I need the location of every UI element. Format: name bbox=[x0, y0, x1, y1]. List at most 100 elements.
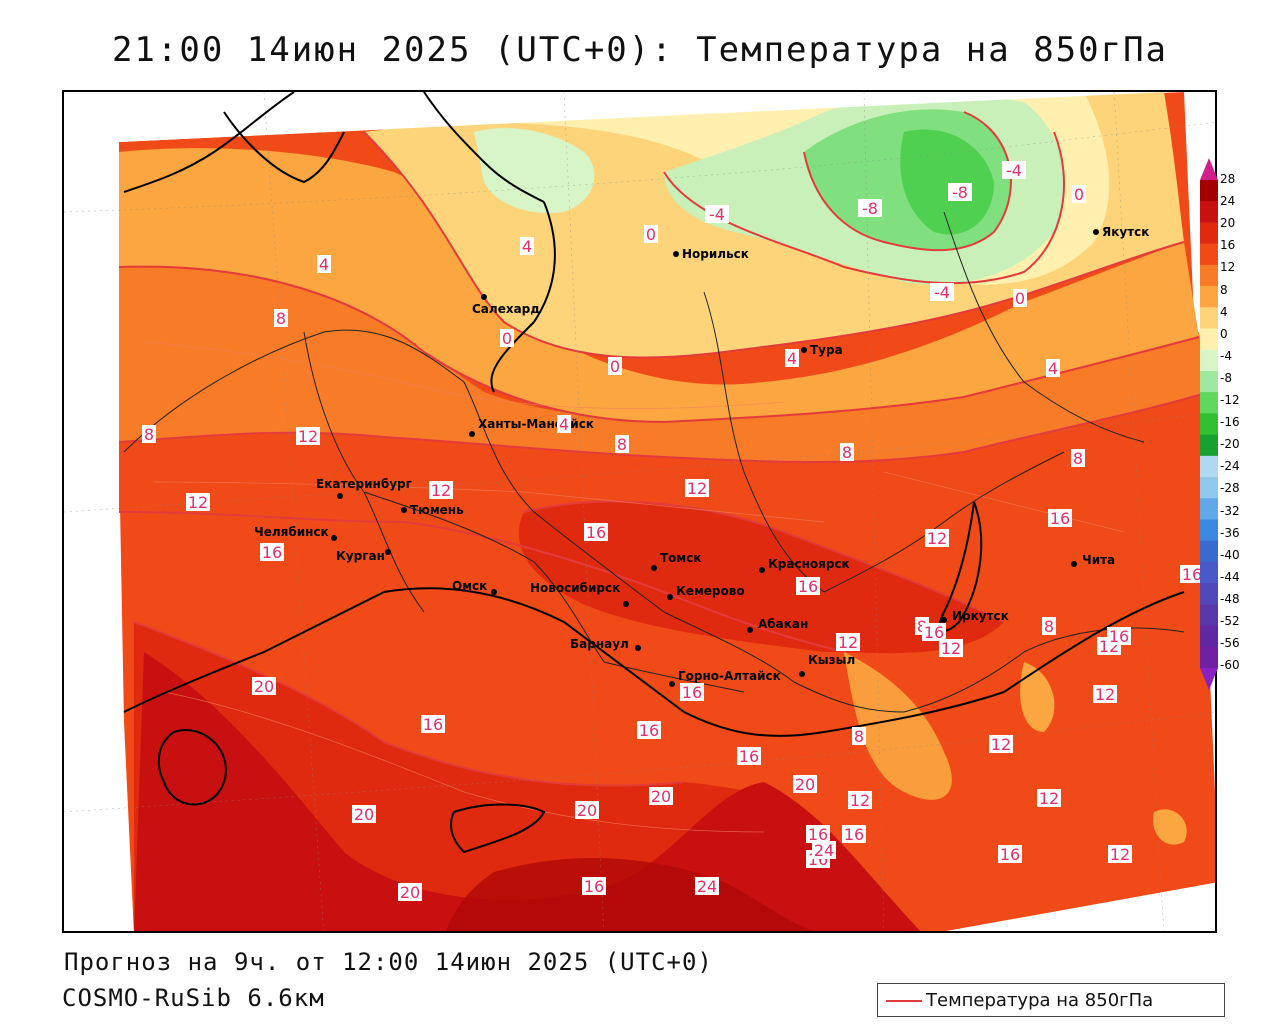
isotherm-label-bg bbox=[737, 747, 761, 765]
colorbar-min-arrow bbox=[1200, 668, 1218, 690]
colorbar-max-arrow bbox=[1200, 158, 1218, 180]
city-marker bbox=[941, 617, 947, 623]
isotherm-label: 8 bbox=[1073, 449, 1083, 468]
isotherm-label-bg bbox=[274, 309, 288, 327]
isotherm-label: 12 bbox=[941, 639, 961, 658]
colorbar-segment bbox=[1200, 201, 1218, 223]
colorbar-segment bbox=[1200, 434, 1218, 457]
city-label: Красноярск bbox=[768, 557, 850, 571]
colorbar-tick-label: 28 bbox=[1220, 172, 1236, 186]
isotherm-label: 0 bbox=[502, 329, 512, 348]
country-borders bbox=[123, 92, 1185, 854]
city-marker bbox=[337, 493, 343, 499]
isotherm-label: 12 bbox=[927, 529, 947, 548]
colorbar-tick-label: 16 bbox=[1220, 238, 1236, 253]
isotherm-label: 8 bbox=[854, 727, 864, 746]
city-marker bbox=[673, 251, 679, 257]
city-label: Абакан bbox=[758, 617, 808, 631]
isotherm-label: 16 bbox=[682, 683, 702, 702]
colorbar-segment bbox=[1200, 583, 1218, 605]
isotherm-label-bg bbox=[500, 329, 514, 347]
colorbar-tick-label: -12 bbox=[1220, 393, 1240, 407]
isotherm-label: 4 bbox=[522, 237, 532, 256]
isotherm-labels: -8-8-4-4-4000004444488888888121212121212… bbox=[142, 161, 1204, 902]
isotherm-label: 20 bbox=[354, 805, 374, 824]
city-label: Горно-Алтайск bbox=[678, 669, 781, 683]
isotherm-label: 16 bbox=[423, 715, 443, 734]
isotherm-label-bg bbox=[398, 883, 422, 901]
field-24-band bbox=[134, 652, 921, 931]
forecast-info: Прогноз на 9ч. от 12:00 14июн 2025 (UTC+… bbox=[64, 948, 713, 976]
isotherm-label-bg bbox=[608, 357, 622, 375]
isotherm-label-bg bbox=[680, 683, 704, 701]
city-label: Ханты-Мансийск bbox=[478, 417, 594, 431]
isotherm-label-bg bbox=[1048, 509, 1072, 527]
city-label: Челябинск bbox=[254, 525, 329, 539]
city-label: Екатеринбург bbox=[316, 477, 412, 491]
city-label: Томск bbox=[660, 551, 702, 565]
isotherm-label-bg bbox=[252, 677, 276, 695]
city-label: Омск bbox=[452, 579, 487, 593]
isotherm-label: 12 bbox=[188, 493, 208, 512]
colorbar-tick-label: 4 bbox=[1220, 304, 1228, 319]
colorbar-tick-label: -56 bbox=[1220, 636, 1240, 651]
graticule bbox=[64, 92, 1215, 931]
isotherm-label: -8 bbox=[862, 199, 878, 218]
colorbar-segment bbox=[1200, 349, 1218, 372]
colorbar-segment bbox=[1200, 604, 1218, 627]
city-marker bbox=[469, 431, 475, 437]
isotherm-label-bg bbox=[695, 877, 719, 895]
isotherm-label-bg bbox=[649, 787, 673, 805]
isotherm-label: 16 bbox=[1000, 845, 1020, 864]
isotherm-label-bg bbox=[705, 205, 729, 223]
city-marker bbox=[635, 645, 641, 651]
isotherm-label: 16 bbox=[586, 523, 606, 542]
field-16-core bbox=[518, 501, 1004, 654]
isotherm-label-bg bbox=[1013, 289, 1027, 307]
colorbar-tick-label: 24 bbox=[1220, 194, 1236, 209]
isotherm-label: -4 bbox=[1006, 161, 1022, 180]
isotherm-label: 20 bbox=[651, 787, 671, 806]
colorbar-tick-label: -36 bbox=[1220, 525, 1240, 540]
colorbar-segment bbox=[1200, 264, 1218, 287]
isotherm-label-bg bbox=[922, 623, 946, 641]
isotherm-label: 16 bbox=[584, 877, 604, 896]
isotherm-label-bg bbox=[685, 479, 709, 497]
isotherm-label-bg bbox=[1108, 845, 1132, 863]
isotherm-label: 16 bbox=[844, 825, 864, 844]
colorbar-tick-label: -16 bbox=[1220, 415, 1240, 430]
isotherm-label-bg bbox=[260, 543, 284, 561]
isotherm-label-bg bbox=[939, 639, 963, 657]
isotherm-label-bg bbox=[1042, 617, 1056, 635]
isotherm-label: 20 bbox=[577, 801, 597, 820]
city-marker bbox=[801, 347, 807, 353]
colorbar-segment bbox=[1200, 286, 1218, 308]
colorbar-tick-label: -28 bbox=[1220, 481, 1240, 496]
isotherm-label-bg bbox=[836, 633, 860, 651]
isotherm-label: 0 bbox=[1074, 185, 1084, 204]
isotherm-label: 12 bbox=[838, 633, 858, 652]
isotherm-label-bg bbox=[1180, 565, 1204, 583]
isotherm-label: 16 bbox=[639, 721, 659, 740]
isotherm-label-bg bbox=[925, 529, 949, 547]
model-name: COSMO-RuSib 6.6км bbox=[62, 984, 325, 1012]
map-canvas: Норильск Якутск Салехард Тура Ханты-Мансийск… bbox=[64, 92, 1215, 931]
city-marker bbox=[331, 535, 337, 541]
city-marker bbox=[1071, 561, 1077, 567]
isotherm-label: 8 bbox=[1044, 617, 1054, 636]
colorbar-segment bbox=[1200, 477, 1218, 499]
colorbar-segment bbox=[1200, 455, 1218, 478]
isotherm-label: 16 bbox=[262, 543, 282, 562]
colorbar-segment bbox=[1200, 392, 1218, 414]
field-se-patch2 bbox=[1020, 662, 1055, 732]
isotherm-label: 12 bbox=[431, 481, 451, 500]
admin-borders bbox=[123, 211, 1185, 713]
isotherm-label-bg bbox=[520, 237, 534, 255]
field-8-band bbox=[119, 259, 1209, 462]
field-cold-12 bbox=[900, 129, 994, 235]
isotherm-label: 20 bbox=[254, 677, 274, 696]
city-marker bbox=[799, 671, 805, 677]
isotherm-label-bg bbox=[1046, 359, 1060, 377]
legend-line-swatch bbox=[886, 1000, 922, 1002]
isotherm-label-bg bbox=[421, 715, 445, 733]
